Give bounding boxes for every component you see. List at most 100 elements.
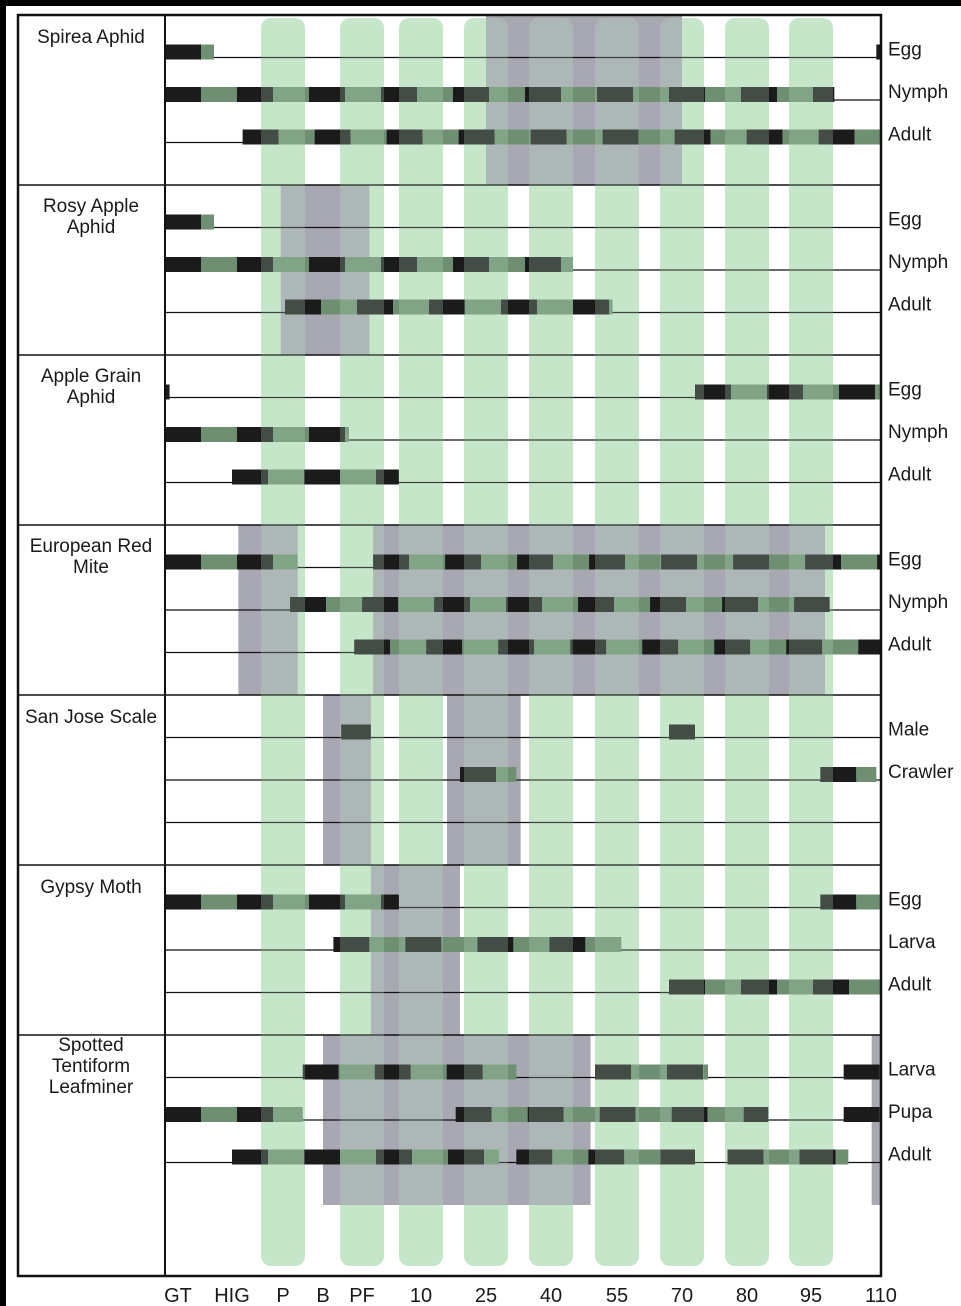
spirea-aphid-adult-bar-0 (638, 129, 675, 145)
spirea-aphid-nymph-bar-0 (777, 87, 813, 102)
european-red-mite-egg-bar-1 (409, 554, 446, 570)
spotted-tentiform-leafminer-larva-bar-0 (374, 1064, 411, 1080)
spotted-tentiform-leafminer-larva-bar-0 (410, 1064, 447, 1080)
spirea-aphid-adult-bar-0 (854, 129, 881, 145)
european-red-mite-adult-bar-0 (678, 639, 715, 655)
european-red-mite-stage-label-egg: Egg (888, 550, 922, 571)
spirea-aphid-adult-bar-0 (422, 129, 459, 145)
european-red-mite-adult-bar-0 (498, 639, 535, 655)
spirea-aphid-nymph-bar-0 (525, 87, 561, 102)
european-red-mite-egg-bar-1 (769, 554, 806, 570)
gypsy-moth-egg-bar-0 (273, 894, 309, 910)
spotted-tentiform-leafminer-pupa-bar-1 (491, 1107, 528, 1122)
european-red-mite-egg-bar-0 (273, 554, 298, 570)
european-red-mite-nymph-bar-0 (506, 597, 543, 612)
spirea-aphid-adult-bar-0 (566, 129, 603, 145)
apple-grain-aphid-adult-bar-0 (304, 469, 340, 485)
spirea-aphid-nymph-bar-0 (633, 87, 669, 102)
spirea-aphid-adult-bar-0 (314, 129, 351, 145)
gypsy-moth-egg-bar-0 (237, 894, 273, 910)
spirea-aphid-nymph-bar-0 (741, 87, 777, 102)
spotted-tentiform-leafminer-adult-bar-0 (232, 1149, 268, 1165)
spirea-aphid-adult-bar-0 (746, 129, 783, 145)
apple-grain-aphid-nymph-bar-0 (165, 427, 201, 442)
spirea-aphid-stage-label-nymph: Nymph (888, 82, 948, 103)
european-red-mite-adult-bar-0 (750, 639, 787, 655)
european-red-mite-egg-bar-1 (697, 554, 734, 570)
spirea-aphid-nymph-bar-0 (237, 87, 273, 102)
rosy-apple-aphid-adult-bar-0 (465, 299, 501, 315)
rosy-apple-aphid-egg-bar-0 (165, 214, 201, 230)
apple-grain-aphid-egg-bar-1 (731, 384, 767, 400)
rosy-apple-aphid-name-line-0: Rosy Apple (43, 196, 139, 217)
gypsy-moth-larva-bar-0 (513, 937, 550, 952)
european-red-mite-nymph-bar-0 (434, 597, 471, 612)
european-red-mite-adult-bar-0 (354, 639, 391, 655)
spotted-tentiform-leafminer-adult-bar-1 (660, 1149, 695, 1165)
x-tick-label-hig: HIG (214, 1285, 250, 1306)
spray-band-overlay-40 (529, 18, 573, 1266)
european-red-mite-egg-bar-1 (841, 554, 878, 570)
european-red-mite-nymph-bar-0 (758, 597, 795, 612)
spotted-tentiform-leafminer-adult-bar-2 (727, 1149, 764, 1165)
gypsy-moth-adult-bar-0 (813, 979, 849, 995)
spirea-aphid-nymph-bar-0 (309, 87, 345, 102)
x-tick-label-10: 10 (410, 1285, 432, 1306)
apple-grain-aphid-stage-label-nymph: Nymph (888, 422, 948, 443)
spotted-tentiform-leafminer-larva-bar-1 (667, 1064, 703, 1080)
spirea-aphid-nymph-bar-0 (381, 87, 417, 102)
apple-grain-aphid-adult-bar-0 (340, 469, 376, 485)
european-red-mite-adult-bar-0 (534, 639, 571, 655)
european-red-mite-nymph-bar-0 (362, 597, 399, 612)
gypsy-moth-egg-bar-1 (856, 894, 881, 910)
rosy-apple-aphid-nymph-bar-0 (345, 257, 381, 272)
spray-band-overlay-95 (789, 18, 833, 1266)
rosy-apple-aphid-stage-label-adult: Adult (888, 295, 932, 316)
spray-band-overlay-10 (399, 18, 443, 1266)
european-red-mite-nymph-bar-0 (578, 597, 615, 612)
spotted-tentiform-leafminer-adult-bar-0 (484, 1149, 499, 1165)
spotted-tentiform-leafminer-adult-bar-0 (268, 1149, 304, 1165)
san-jose-scale-crawler-bar-1 (820, 767, 857, 782)
european-red-mite-egg-bar-1 (589, 554, 626, 570)
european-red-mite-nymph-bar-0 (326, 597, 363, 612)
european-red-mite-adult-bar-0 (462, 639, 499, 655)
rosy-apple-aphid-nymph-bar-0 (237, 257, 273, 272)
spirea-aphid-adult-bar-0 (674, 129, 711, 145)
rosy-apple-aphid-adult-bar-0 (321, 299, 357, 315)
european-red-mite-name-line-1: Mite (73, 557, 109, 578)
rosy-apple-aphid-nymph-bar-0 (381, 257, 417, 272)
european-red-mite-egg-bar-1 (805, 554, 842, 570)
spirea-aphid-nymph-bar-0 (489, 87, 525, 102)
european-red-mite-egg-bar-1 (373, 554, 410, 570)
apple-grain-aphid-nymph-bar-0 (237, 427, 273, 442)
european-red-mite-nymph-bar-0 (614, 597, 651, 612)
spirea-aphid-name-line-0: Spirea Aphid (37, 27, 145, 48)
spotted-tentiform-leafminer-name-line-2: Leafminer (49, 1077, 134, 1098)
rosy-apple-aphid-nymph-bar-0 (309, 257, 345, 272)
spotted-tentiform-leafminer-pupa-bar-1 (527, 1107, 564, 1122)
european-red-mite-nymph-bar-0 (542, 597, 579, 612)
apple-grain-aphid-egg-bar-1 (875, 384, 881, 400)
gypsy-moth-stage-label-larva: Larva (888, 932, 936, 953)
rosy-apple-aphid-nymph-bar-0 (489, 257, 525, 272)
spirea-aphid-stage-label-egg: Egg (888, 40, 922, 61)
spirea-aphid-adult-bar-0 (818, 129, 855, 145)
spirea-aphid-adult-bar-0 (350, 129, 387, 145)
european-red-mite-egg-bar-1 (661, 554, 698, 570)
apple-grain-aphid-adult-bar-0 (232, 469, 268, 485)
spotted-tentiform-leafminer-adult-bar-1 (588, 1149, 625, 1165)
spotted-tentiform-leafminer-larva-bar-0 (302, 1064, 339, 1080)
spirea-aphid-stage-label-adult: Adult (888, 125, 932, 146)
spirea-aphid-adult-bar-0 (782, 129, 819, 145)
gypsy-moth-larva-bar-0 (333, 937, 370, 952)
rosy-apple-aphid-egg-bar-0 (201, 214, 214, 230)
x-tick-label-p: P (276, 1285, 289, 1306)
european-red-mite-name-line-0: European Red (30, 536, 153, 557)
spotted-tentiform-leafminer-name-line-1: Tentiform (52, 1056, 130, 1077)
rosy-apple-aphid-nymph-bar-0 (453, 257, 489, 272)
spotted-tentiform-leafminer-larva-bar-1 (595, 1064, 631, 1080)
apple-grain-aphid-egg-bar-1 (803, 384, 839, 400)
san-jose-scale-crawler-bar-0 (460, 767, 496, 782)
san-jose-scale-crawler-bar-1 (856, 767, 877, 782)
